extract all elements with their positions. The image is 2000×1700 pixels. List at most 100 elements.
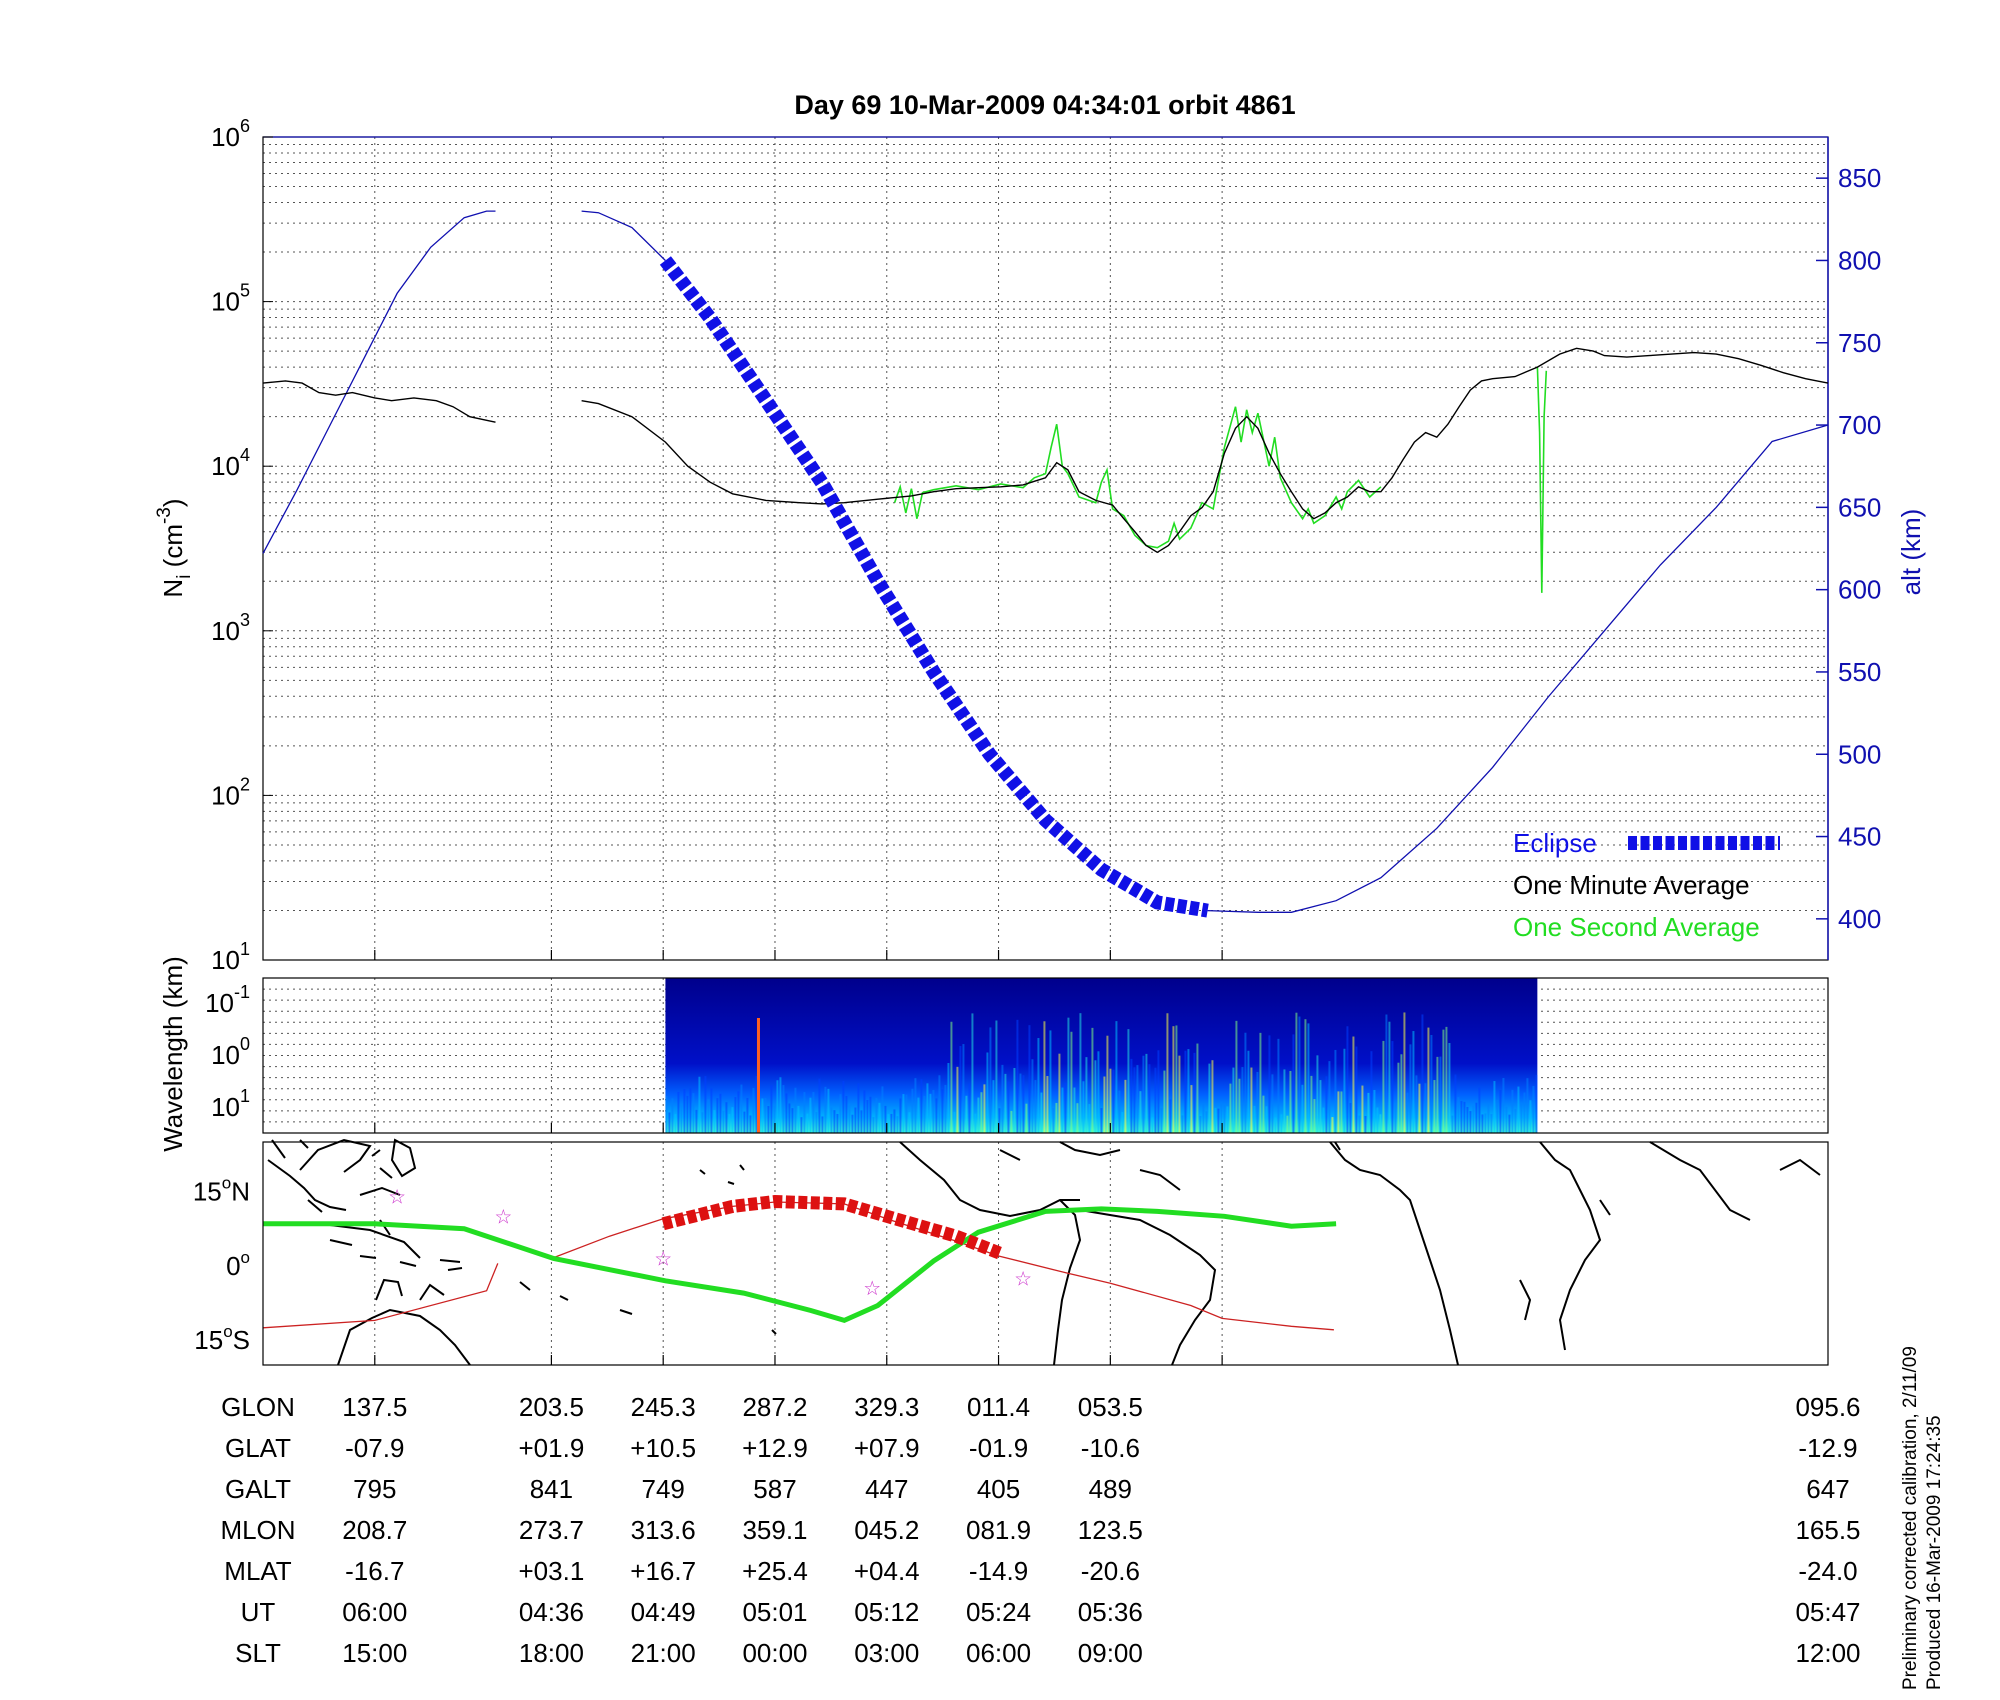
orbit-table: GLON 137.5 203.5 245.3 287.2 329.3 011.4 053.5 0… [220,1392,1860,1668]
spectrum-bin [845,1096,848,1133]
spectrum-bin [1502,1078,1505,1133]
table-cell: -24.0 [1798,1556,1857,1586]
density-y-label: Ni (cm-3) [154,498,195,597]
spectrum-bin [1424,1083,1427,1133]
spectrum-bin [1490,1114,1493,1133]
table-cell: 04:36 [519,1597,584,1627]
spectrum-bin [1508,1114,1511,1133]
spectrum-bin [1307,1023,1310,1133]
spectrum-bin [1190,1085,1193,1133]
spectrum-bin [947,1063,950,1133]
table-cell: +25.4 [742,1556,808,1586]
density-tick-label: 103 [211,610,250,646]
spectrum-bin [794,1087,797,1133]
spectrum-bin [815,1112,818,1133]
tick-number: 15 [193,1177,222,1207]
density-y-label-main: N [158,579,188,598]
spectrum-bin [1265,1106,1268,1133]
table-cell: -12.9 [1798,1433,1857,1463]
tick-exponent: -1 [234,982,250,1002]
table-cell: 313.6 [631,1515,696,1545]
spectrum-bin [965,1095,968,1133]
spectrum-bin [1112,1069,1115,1133]
spectrum-bin [995,1020,998,1133]
tick-number: 15 [194,1325,223,1355]
spectrum-bin [1064,1082,1067,1133]
x-axis-ticks [374,950,1223,1365]
spectrum-bin [1175,1025,1178,1133]
table-cell: 081.9 [966,1515,1031,1545]
spectrum-bin [1139,1091,1142,1133]
station-star-icon: ☆ [388,1187,406,1209]
spectrum-bin [716,1098,719,1133]
spectrum-bin [851,1114,854,1133]
spectrum-bin [1004,1073,1007,1133]
spectrum-bin [1391,1041,1394,1133]
spectrum-bin [680,1105,683,1133]
spectrum-bin [752,1087,755,1133]
table-cell: 203.5 [519,1392,584,1422]
station-star-icon: ☆ [863,1278,881,1300]
spectrum-bin [761,1098,764,1133]
spectrum-bin [1334,1049,1337,1133]
spectrum-bin [932,1089,935,1133]
table-cell: 18:00 [519,1638,584,1668]
spectrum-bin [1433,1080,1436,1133]
spectrum-bin [980,1092,983,1133]
table-cell: 647 [1806,1474,1849,1504]
one-second-line [893,406,1382,549]
one-minute-line [581,347,1829,554]
table-cell: 011.4 [967,1392,1030,1422]
spectrum-bin [689,1088,692,1133]
spectrum-bin [1241,1067,1244,1133]
spectrum-bin [1235,1020,1238,1133]
spectrum-bin [902,1094,905,1133]
spectrum-bin [830,1107,833,1133]
spectrum-bin [1223,1105,1226,1133]
chart-title: Day 69 10-Mar-2009 04:34:01 orbit 4861 [794,90,1295,120]
spectrum-bin [950,1021,953,1133]
spectrum-bin [875,1097,878,1133]
table-cell: 329.3 [854,1392,919,1422]
table-cell: 05:12 [854,1597,919,1627]
spectrum-bin [920,1079,923,1133]
table-cell: +03.1 [519,1556,585,1586]
hemisphere-suffix: S [233,1325,250,1355]
spectrum-bin [1178,1055,1181,1133]
spectrum-bin [1454,1074,1457,1133]
spectrum-bin [1340,1091,1343,1133]
altitude-tick-label: 650 [1838,492,1881,522]
coast-australia [337,1278,471,1366]
spectrum-bin [824,1086,827,1133]
spectrum-bin [1301,1084,1304,1133]
spectrum-bin [1244,1032,1247,1133]
spectrum-bin [992,1080,995,1133]
spectrum-bin [719,1093,722,1133]
table-cell: 123.5 [1078,1515,1143,1545]
spectrum-bin [1361,1085,1364,1133]
spectrum-frame [262,977,1829,1134]
spectrum-bin [785,1093,788,1133]
legend-eclipse: Eclipse [1513,828,1597,858]
table-cell: -01.9 [969,1433,1028,1463]
spectrum-bin [1313,1099,1316,1133]
spectrum-bin [710,1088,713,1133]
spectrum-tick-label: 10-1 [205,982,250,1018]
table-cell: 208.7 [342,1515,407,1545]
spectrum-bin [1151,1117,1154,1133]
tick-exponent: 6 [240,116,250,136]
spectrum-bin [941,1089,944,1133]
spectrum-bin [1187,1049,1190,1133]
spectrum-bin [776,1080,779,1133]
table-cell: -20.6 [1081,1556,1140,1586]
spectrum-bin [1103,1076,1106,1133]
table-row-label: GALT [225,1474,291,1504]
spectrum-bin [734,1097,737,1133]
spectrum-y-label: Wavelength (km) [158,956,188,1152]
table-cell: 587 [753,1474,796,1504]
spectrum-bin [1019,1073,1022,1133]
spectrum-bin [1466,1106,1469,1133]
